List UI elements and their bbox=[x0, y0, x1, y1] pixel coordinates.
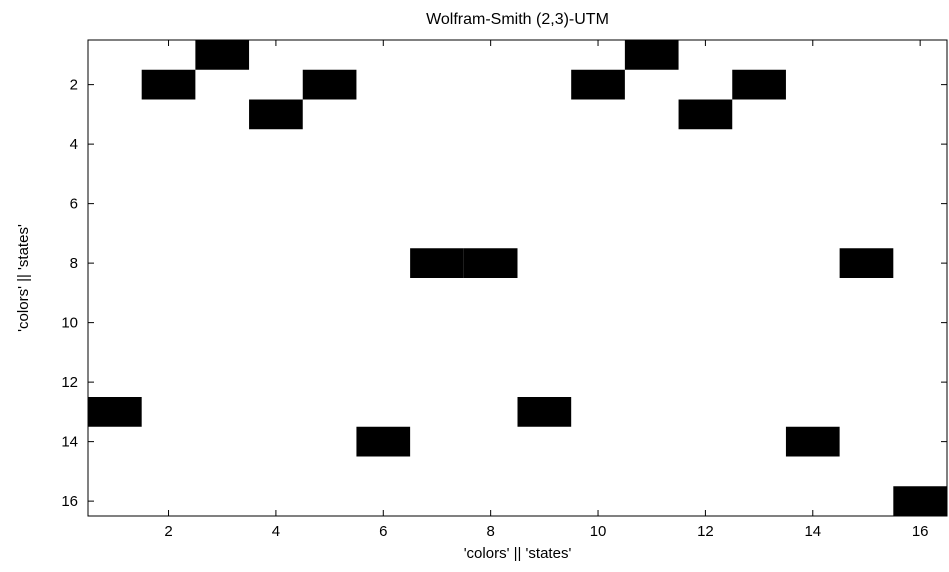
heatmap-cell bbox=[785, 426, 840, 457]
heatmap-cell bbox=[463, 248, 518, 278]
heatmap-cell bbox=[302, 69, 357, 100]
x-tick-label: 16 bbox=[912, 523, 929, 540]
heatmap-cell bbox=[88, 397, 142, 427]
x-tick-label: 12 bbox=[697, 523, 714, 540]
x-tick-label: 8 bbox=[486, 523, 494, 540]
heatmap-cell bbox=[356, 426, 411, 457]
y-tick-label: 8 bbox=[70, 255, 78, 272]
chart-title: Wolfram-Smith (2,3)-UTM bbox=[426, 11, 609, 28]
heatmap-cell bbox=[249, 99, 303, 130]
y-tick-label: 2 bbox=[70, 77, 78, 94]
heatmap-cell bbox=[517, 397, 572, 427]
ticks-layer: 2 4 6 8 10 12 14 16 2 4 6 8 10 12 14 16 bbox=[61, 40, 947, 540]
x-tick-label: 10 bbox=[590, 523, 607, 540]
y-tick-label: 12 bbox=[61, 374, 78, 391]
heatmap-cell bbox=[732, 69, 786, 100]
y-axis-label: 'colors' || 'states' bbox=[15, 224, 32, 332]
heatmap-cell bbox=[571, 69, 625, 100]
heatmap-cell bbox=[410, 248, 464, 278]
heatmap-cell bbox=[195, 40, 250, 70]
heatmap-cell bbox=[678, 99, 733, 130]
y-tick-label: 16 bbox=[61, 493, 78, 510]
y-tick-label: 14 bbox=[61, 434, 78, 451]
cells-layer bbox=[88, 40, 947, 516]
heatmap-cell bbox=[839, 248, 894, 278]
x-axis-label: 'colors' || 'states' bbox=[464, 545, 572, 562]
heatmap-cell bbox=[141, 69, 196, 100]
plot-area-frame bbox=[87, 39, 948, 517]
y-tick-label: 6 bbox=[70, 196, 78, 213]
y-tick-label: 10 bbox=[61, 315, 78, 332]
x-tick-label: 14 bbox=[804, 523, 821, 540]
y-tick-label: 4 bbox=[70, 136, 78, 153]
x-tick-label: 6 bbox=[379, 523, 387, 540]
x-tick-label: 2 bbox=[164, 523, 172, 540]
x-tick-label: 4 bbox=[272, 523, 280, 540]
heatmap-cell bbox=[624, 40, 679, 70]
